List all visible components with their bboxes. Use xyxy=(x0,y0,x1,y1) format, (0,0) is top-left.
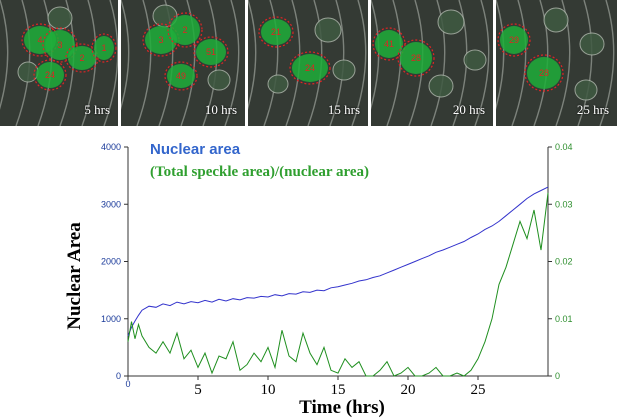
x-tick-label: 10 xyxy=(261,382,276,398)
series-line-nuclear-area xyxy=(127,186,549,337)
y-tick-label: 4000 xyxy=(101,142,121,152)
time-label: 15 hrs xyxy=(327,102,360,117)
chart-series xyxy=(127,186,549,377)
x-axis-title: Time (hrs) xyxy=(299,397,385,418)
micrograph-20hrs: 41 28 20 hrs xyxy=(371,0,493,126)
cell-id-label: 21 xyxy=(271,27,281,37)
cell-id-label: 41 xyxy=(384,39,394,49)
x-tick-label: 20 xyxy=(401,382,416,398)
cell-id-label: 24 xyxy=(305,63,315,73)
y-tick-label: 1000 xyxy=(101,314,121,324)
x-tick-label: 0 xyxy=(125,379,130,389)
y2-tick-label: 0.04 xyxy=(555,142,573,152)
micrograph-strip: 4 3 2 1 24 5 hrs 3 2 51 49 10 hrs 21 24 15 hrs 41 28… xyxy=(0,0,617,126)
series-line-speckle-ratio xyxy=(127,192,549,377)
time-label: 10 hrs xyxy=(204,102,237,117)
time-label: 25 hrs xyxy=(576,102,609,117)
x-tick-label: 15 xyxy=(331,382,346,398)
micrograph-15hrs: 21 24 15 hrs xyxy=(248,0,368,126)
y-tick-label: 3000 xyxy=(101,199,121,209)
cell-id-label: 51 xyxy=(206,47,216,57)
cell-id-label: 29 xyxy=(509,35,519,45)
x-tick-label: 25 xyxy=(471,382,486,398)
y-axis-title: Nuclear Area xyxy=(64,222,85,330)
time-label: 5 hrs xyxy=(84,102,110,117)
legend-speckle-ratio: (Total speckle area)/(nuclear area) xyxy=(150,164,369,180)
micrograph-25hrs: 29 28 25 hrs xyxy=(496,0,617,126)
micrograph-10hrs: 3 2 51 49 10 hrs xyxy=(121,0,245,126)
cell-id-label: 49 xyxy=(176,71,186,81)
time-label: 20 hrs xyxy=(452,102,485,117)
x-tick-label: 5 xyxy=(194,382,202,398)
cell-id-label: 3 xyxy=(158,35,163,45)
cell-id-label: 4 xyxy=(37,35,42,45)
y2-tick-label: 0.03 xyxy=(555,199,573,209)
y-tick-label: 2000 xyxy=(101,257,121,267)
y2-tick-label: 0.02 xyxy=(555,257,573,267)
cell-id-label: 24 xyxy=(45,70,55,80)
cell-id-label: 2 xyxy=(182,25,187,35)
nuclear-area-chart: 0 1000 2000 3000 4000 0 0.01 0.02 0.03 0.04 0 5 10 15… xyxy=(64,141,573,418)
chart-axes: 0 1000 2000 3000 4000 0 0.01 0.02 0.03 0.04 0 5 10 15… xyxy=(101,142,573,398)
cell-id-label: 2 xyxy=(79,53,84,63)
y-tick-label: 0 xyxy=(116,371,121,381)
legend-nuclear-area: Nuclear area xyxy=(150,141,241,158)
cell-id-label: 28 xyxy=(411,53,421,63)
y2-tick-label: 0 xyxy=(555,371,560,381)
cell-id-label: 28 xyxy=(539,68,549,78)
cell-id-label: 3 xyxy=(57,40,62,50)
y2-tick-label: 0.01 xyxy=(555,314,573,324)
chart-legend: Nuclear area (Total speckle area)/(nucle… xyxy=(150,141,369,180)
cell-id-label: 1 xyxy=(101,43,106,53)
micrograph-5hrs: 4 3 2 1 24 5 hrs xyxy=(0,0,118,126)
